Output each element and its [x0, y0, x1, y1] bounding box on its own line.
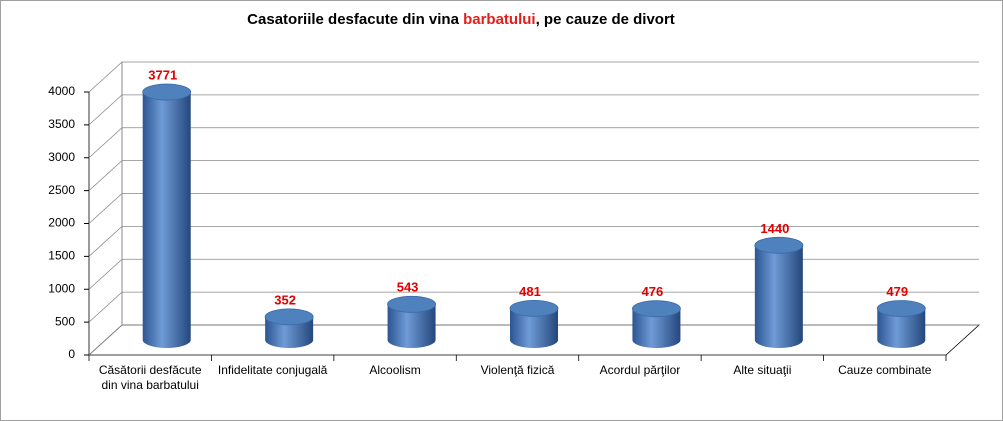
grid-line	[88, 225, 979, 257]
y-tick-label: 1500	[48, 249, 75, 263]
x-tick-label: Alte situaţii	[733, 363, 792, 377]
y-tick-label: 3500	[48, 117, 75, 131]
bar	[754, 236, 804, 348]
y-tick-label: 2000	[48, 216, 75, 230]
grid-line	[88, 324, 979, 356]
title-part: Casatoriile desfacute din vina	[247, 11, 464, 28]
x-tick-label: Căsătorii desfăcute din vina barbatului	[98, 363, 202, 392]
bar	[509, 299, 559, 348]
x-tick-label: Violenţă fizică	[480, 363, 555, 377]
grid-line	[88, 160, 979, 191]
value-label: 481	[519, 284, 541, 299]
bar	[876, 300, 926, 348]
grid-line	[88, 193, 979, 224]
value-label: 352	[274, 292, 296, 307]
bar	[387, 295, 436, 348]
chart-title: Casatoriile desfacute din vina barbatulu…	[1, 11, 921, 28]
x-tick-label: Acordul părţilor	[599, 363, 681, 377]
y-tick-label: 500	[55, 314, 75, 328]
bar	[632, 300, 681, 348]
grid-line	[88, 127, 979, 159]
value-label: 1440	[760, 221, 789, 236]
bar	[264, 308, 314, 348]
bar	[142, 83, 192, 348]
y-tick-label: 1000	[48, 281, 75, 295]
grid-line	[88, 291, 979, 323]
x-tick-label: Infidelitate conjugală	[217, 363, 328, 377]
grid-line	[88, 61, 979, 93]
x-tick-label: Alcoolism	[369, 363, 421, 377]
title-part: , pe cauze de divort	[535, 11, 675, 28]
y-tick-label: 4000	[48, 84, 75, 98]
grid-line	[88, 258, 979, 290]
y-tick-label: 0	[68, 347, 75, 361]
y-tick-label: 2500	[48, 183, 75, 197]
title-part: barbatului	[463, 11, 536, 28]
value-label: 476	[642, 284, 664, 299]
value-label: 479	[886, 284, 908, 299]
grid-line	[88, 94, 979, 126]
x-tick-label: Cauze combinate	[838, 363, 932, 377]
value-label: 3771	[148, 67, 177, 82]
value-label: 543	[397, 280, 419, 295]
y-tick-label: 3000	[48, 150, 75, 164]
